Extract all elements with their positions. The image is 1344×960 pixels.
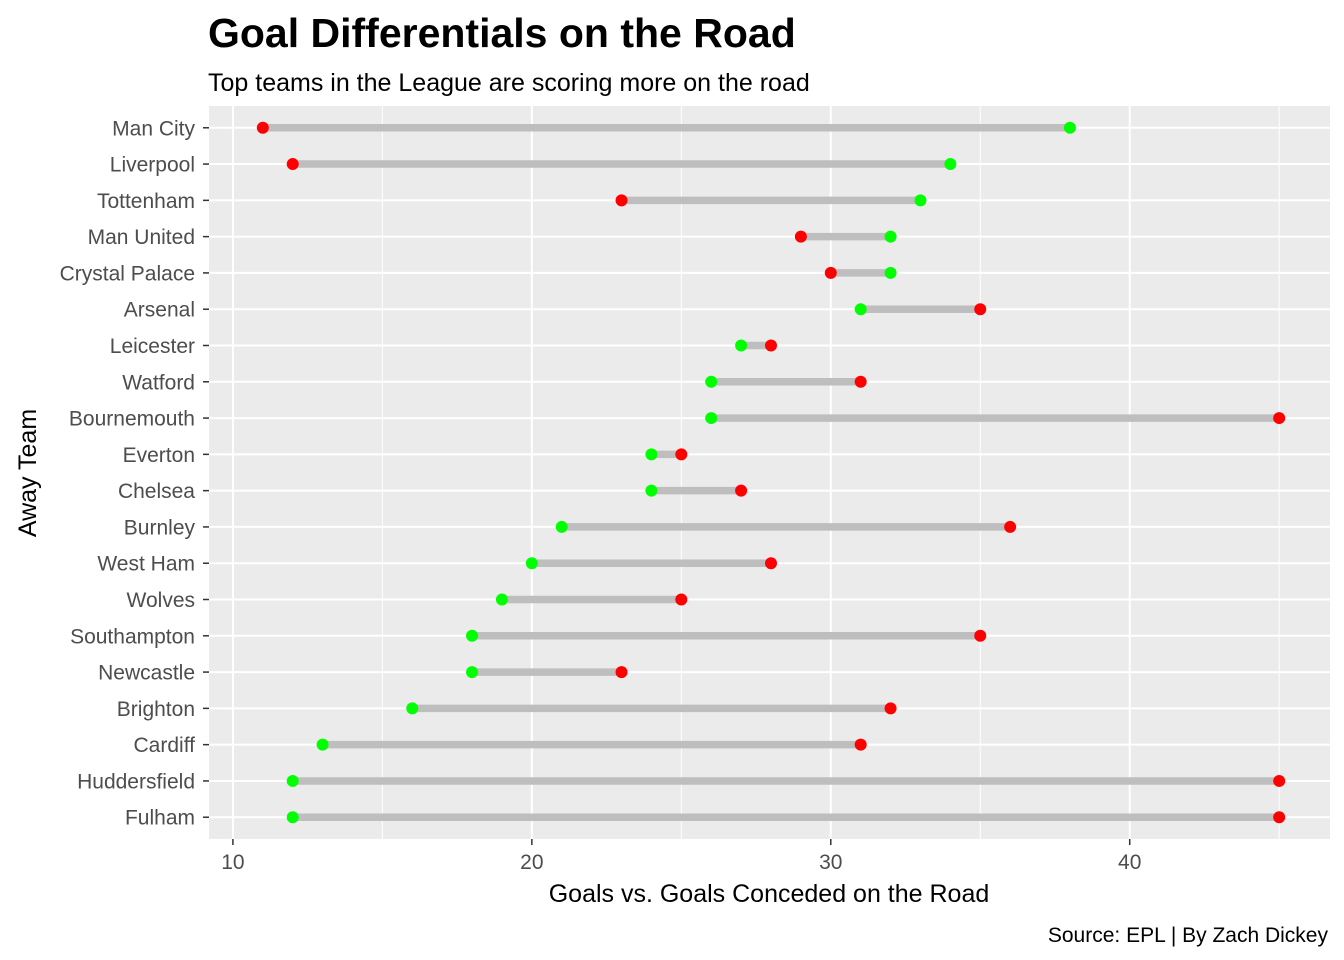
point-conceded <box>615 666 628 679</box>
y-tick-label: Leicester <box>110 335 195 358</box>
point-scored <box>286 811 299 824</box>
y-tick-label: Chelsea <box>118 480 195 503</box>
point-scored <box>914 194 927 207</box>
chart-title: Goal Differentials on the Road <box>208 10 796 56</box>
point-scored <box>466 629 479 642</box>
point-scored <box>735 339 748 352</box>
minor-gridlines <box>381 106 1280 839</box>
y-tick-label: Man United <box>88 226 195 249</box>
point-scored <box>495 593 508 606</box>
point-scored <box>645 448 658 461</box>
point-conceded <box>854 375 867 388</box>
point-scored <box>705 375 718 388</box>
y-tick-label: Bournemouth <box>69 408 195 431</box>
y-tick-label: Tottenham <box>97 190 195 213</box>
y-tick-label: Burnley <box>124 516 196 539</box>
point-conceded <box>794 230 807 243</box>
y-tick-label: Everton <box>123 444 195 467</box>
y-tick-label: Man City <box>112 117 195 140</box>
y-tick-label: West Ham <box>97 553 195 576</box>
y-tick-label: Southampton <box>70 625 195 648</box>
y-tick-label: Cardiff <box>134 734 196 757</box>
chart-subtitle: Top teams in the League are scoring more… <box>208 69 810 97</box>
point-conceded <box>974 629 987 642</box>
point-scored <box>645 484 658 497</box>
x-tick-label: 40 <box>1118 851 1141 874</box>
point-scored <box>466 666 479 679</box>
point-conceded <box>675 593 688 606</box>
point-scored <box>705 412 718 425</box>
y-axis: Man City Liverpool Tottenham Man United Crys… <box>60 117 209 830</box>
dumbbell-segments <box>262 124 1280 821</box>
y-tick-label: Newcastle <box>98 662 195 685</box>
point-conceded <box>1273 412 1286 425</box>
point-conceded <box>286 158 299 171</box>
point-conceded <box>764 339 777 352</box>
point-scored <box>884 266 897 279</box>
y-tick-label: Huddersfield <box>77 770 195 793</box>
point-conceded <box>1273 774 1286 787</box>
y-tick-label: Wolves <box>127 589 195 612</box>
point-scored <box>316 738 329 751</box>
plot-panel <box>209 106 1330 839</box>
point-conceded <box>854 738 867 751</box>
dumbbell-points <box>256 121 1286 824</box>
y-tick-label: Watford <box>122 371 195 394</box>
point-conceded <box>1004 520 1017 533</box>
x-axis: 10 20 30 40 <box>221 839 1141 874</box>
point-conceded <box>675 448 688 461</box>
point-conceded <box>615 194 628 207</box>
point-conceded <box>974 303 987 316</box>
y-tick-label: Crystal Palace <box>60 262 195 285</box>
y-tick-label: Brighton <box>117 698 195 721</box>
y-tick-label: Arsenal <box>124 299 195 322</box>
point-scored <box>944 158 957 171</box>
x-tick-label: 30 <box>819 851 842 874</box>
point-conceded <box>764 557 777 570</box>
point-scored <box>406 702 419 715</box>
y-tick-label: Fulham <box>125 807 195 830</box>
point-conceded <box>256 121 269 134</box>
point-scored <box>525 557 538 570</box>
point-scored <box>884 230 897 243</box>
point-conceded <box>735 484 748 497</box>
point-scored <box>854 303 867 316</box>
y-tick-label: Liverpool <box>110 154 195 177</box>
point-scored <box>1063 121 1076 134</box>
x-tick-label: 20 <box>520 851 543 874</box>
x-axis-title: Goals vs. Goals Conceded on the Road <box>549 880 990 908</box>
point-conceded <box>824 266 837 279</box>
chart-caption: Source: EPL | By Zach Dickey <box>1048 924 1329 947</box>
y-axis-title: Away Team <box>14 409 42 537</box>
point-conceded <box>884 702 897 715</box>
point-scored <box>286 774 299 787</box>
x-tick-label: 10 <box>221 851 244 874</box>
point-scored <box>555 520 568 533</box>
point-conceded <box>1273 811 1286 824</box>
